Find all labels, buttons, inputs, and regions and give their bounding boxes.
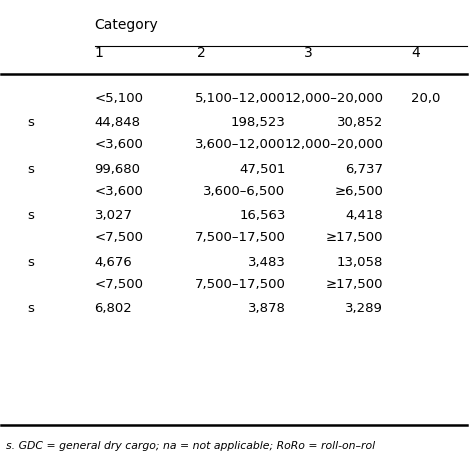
Text: 47,501: 47,501 [239,163,285,176]
Text: <7,500: <7,500 [94,231,144,244]
Text: 12,000–20,000: 12,000–20,000 [284,138,383,151]
Text: ≥17,500: ≥17,500 [326,278,383,291]
Text: 16,563: 16,563 [239,210,285,222]
Text: s: s [27,302,34,315]
Text: <7,500: <7,500 [94,278,144,291]
Text: 3,600–6,500: 3,600–6,500 [203,185,285,198]
Text: <5,100: <5,100 [94,92,144,105]
Text: ≥17,500: ≥17,500 [326,231,383,244]
Text: 20,0: 20,0 [411,92,441,105]
Text: 12,000–20,000: 12,000–20,000 [284,92,383,105]
Text: s: s [27,256,34,269]
Text: 30,852: 30,852 [337,117,383,129]
Text: 6,802: 6,802 [94,302,132,315]
Text: 3,289: 3,289 [346,302,383,315]
Text: 4: 4 [411,46,420,60]
Text: 3,878: 3,878 [247,302,285,315]
Text: 7,500–17,500: 7,500–17,500 [195,231,285,244]
Text: <3,600: <3,600 [94,185,144,198]
Text: 3,600–12,000: 3,600–12,000 [195,138,285,151]
Text: 99,680: 99,680 [94,163,141,176]
Text: <3,600: <3,600 [94,138,144,151]
Text: 4,418: 4,418 [346,210,383,222]
Text: 3,027: 3,027 [94,210,133,222]
Text: 2: 2 [197,46,206,60]
Text: 13,058: 13,058 [337,256,383,269]
Text: 44,848: 44,848 [94,117,141,129]
Text: s: s [27,210,34,222]
Text: s: s [27,117,34,129]
Text: ≥6,500: ≥6,500 [335,185,383,198]
Text: 3: 3 [304,46,313,60]
Text: 5,100–12,000: 5,100–12,000 [195,92,285,105]
Text: s. GDC = general dry cargo; na = not applicable; RoRo = roll-on–rol: s. GDC = general dry cargo; na = not app… [6,441,375,451]
Text: 6,737: 6,737 [346,163,383,176]
Text: 1: 1 [94,46,103,60]
Text: 198,523: 198,523 [231,117,285,129]
Text: s: s [27,163,34,176]
Text: 4,676: 4,676 [94,256,132,269]
Text: 3,483: 3,483 [247,256,285,269]
Text: Category: Category [94,18,158,32]
Text: 7,500–17,500: 7,500–17,500 [195,278,285,291]
